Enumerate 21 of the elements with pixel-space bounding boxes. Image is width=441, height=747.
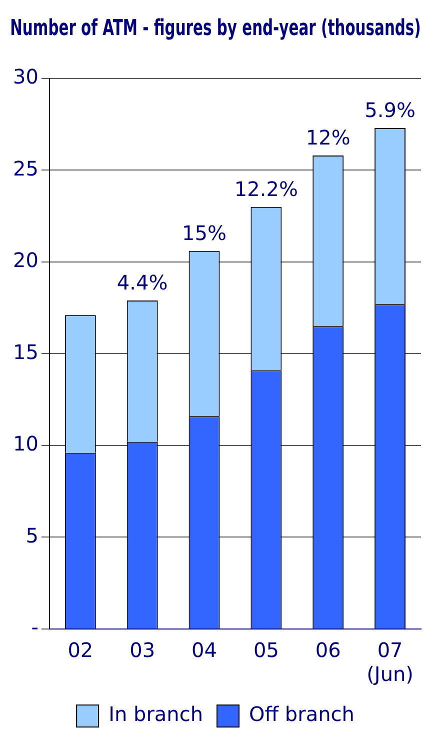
y-tick-label: 20 bbox=[12, 248, 38, 272]
x-tick-label: 07 (Jun) bbox=[366, 638, 414, 686]
y-tick-label: 15 bbox=[12, 340, 38, 364]
annotation: 12% bbox=[306, 126, 350, 150]
y-tick-label: 25 bbox=[12, 156, 38, 180]
x-tick-label: 03 bbox=[130, 638, 156, 662]
legend-label: In branch bbox=[108, 702, 204, 726]
annotation: 5.9% bbox=[364, 98, 416, 122]
annotation: 12.2% bbox=[234, 177, 298, 202]
legend-label: Off branch bbox=[249, 702, 354, 726]
y-tick-label: 10 bbox=[12, 432, 38, 456]
x-tick-label: 05 bbox=[253, 638, 279, 662]
x-tick-label: 04 bbox=[192, 638, 217, 662]
y-tick-label: - bbox=[31, 615, 38, 640]
annotation: 4.4% bbox=[116, 270, 168, 295]
y-tick-label: 30 bbox=[12, 64, 38, 89]
annotation: 15% bbox=[182, 221, 226, 246]
chart-title: Number of ATM - figures by end-year (thousands) bbox=[10, 16, 421, 41]
y-tick-label: 5 bbox=[26, 523, 38, 548]
x-tick-label: 02 bbox=[68, 638, 94, 662]
x-tick-label: 06 bbox=[315, 638, 341, 662]
